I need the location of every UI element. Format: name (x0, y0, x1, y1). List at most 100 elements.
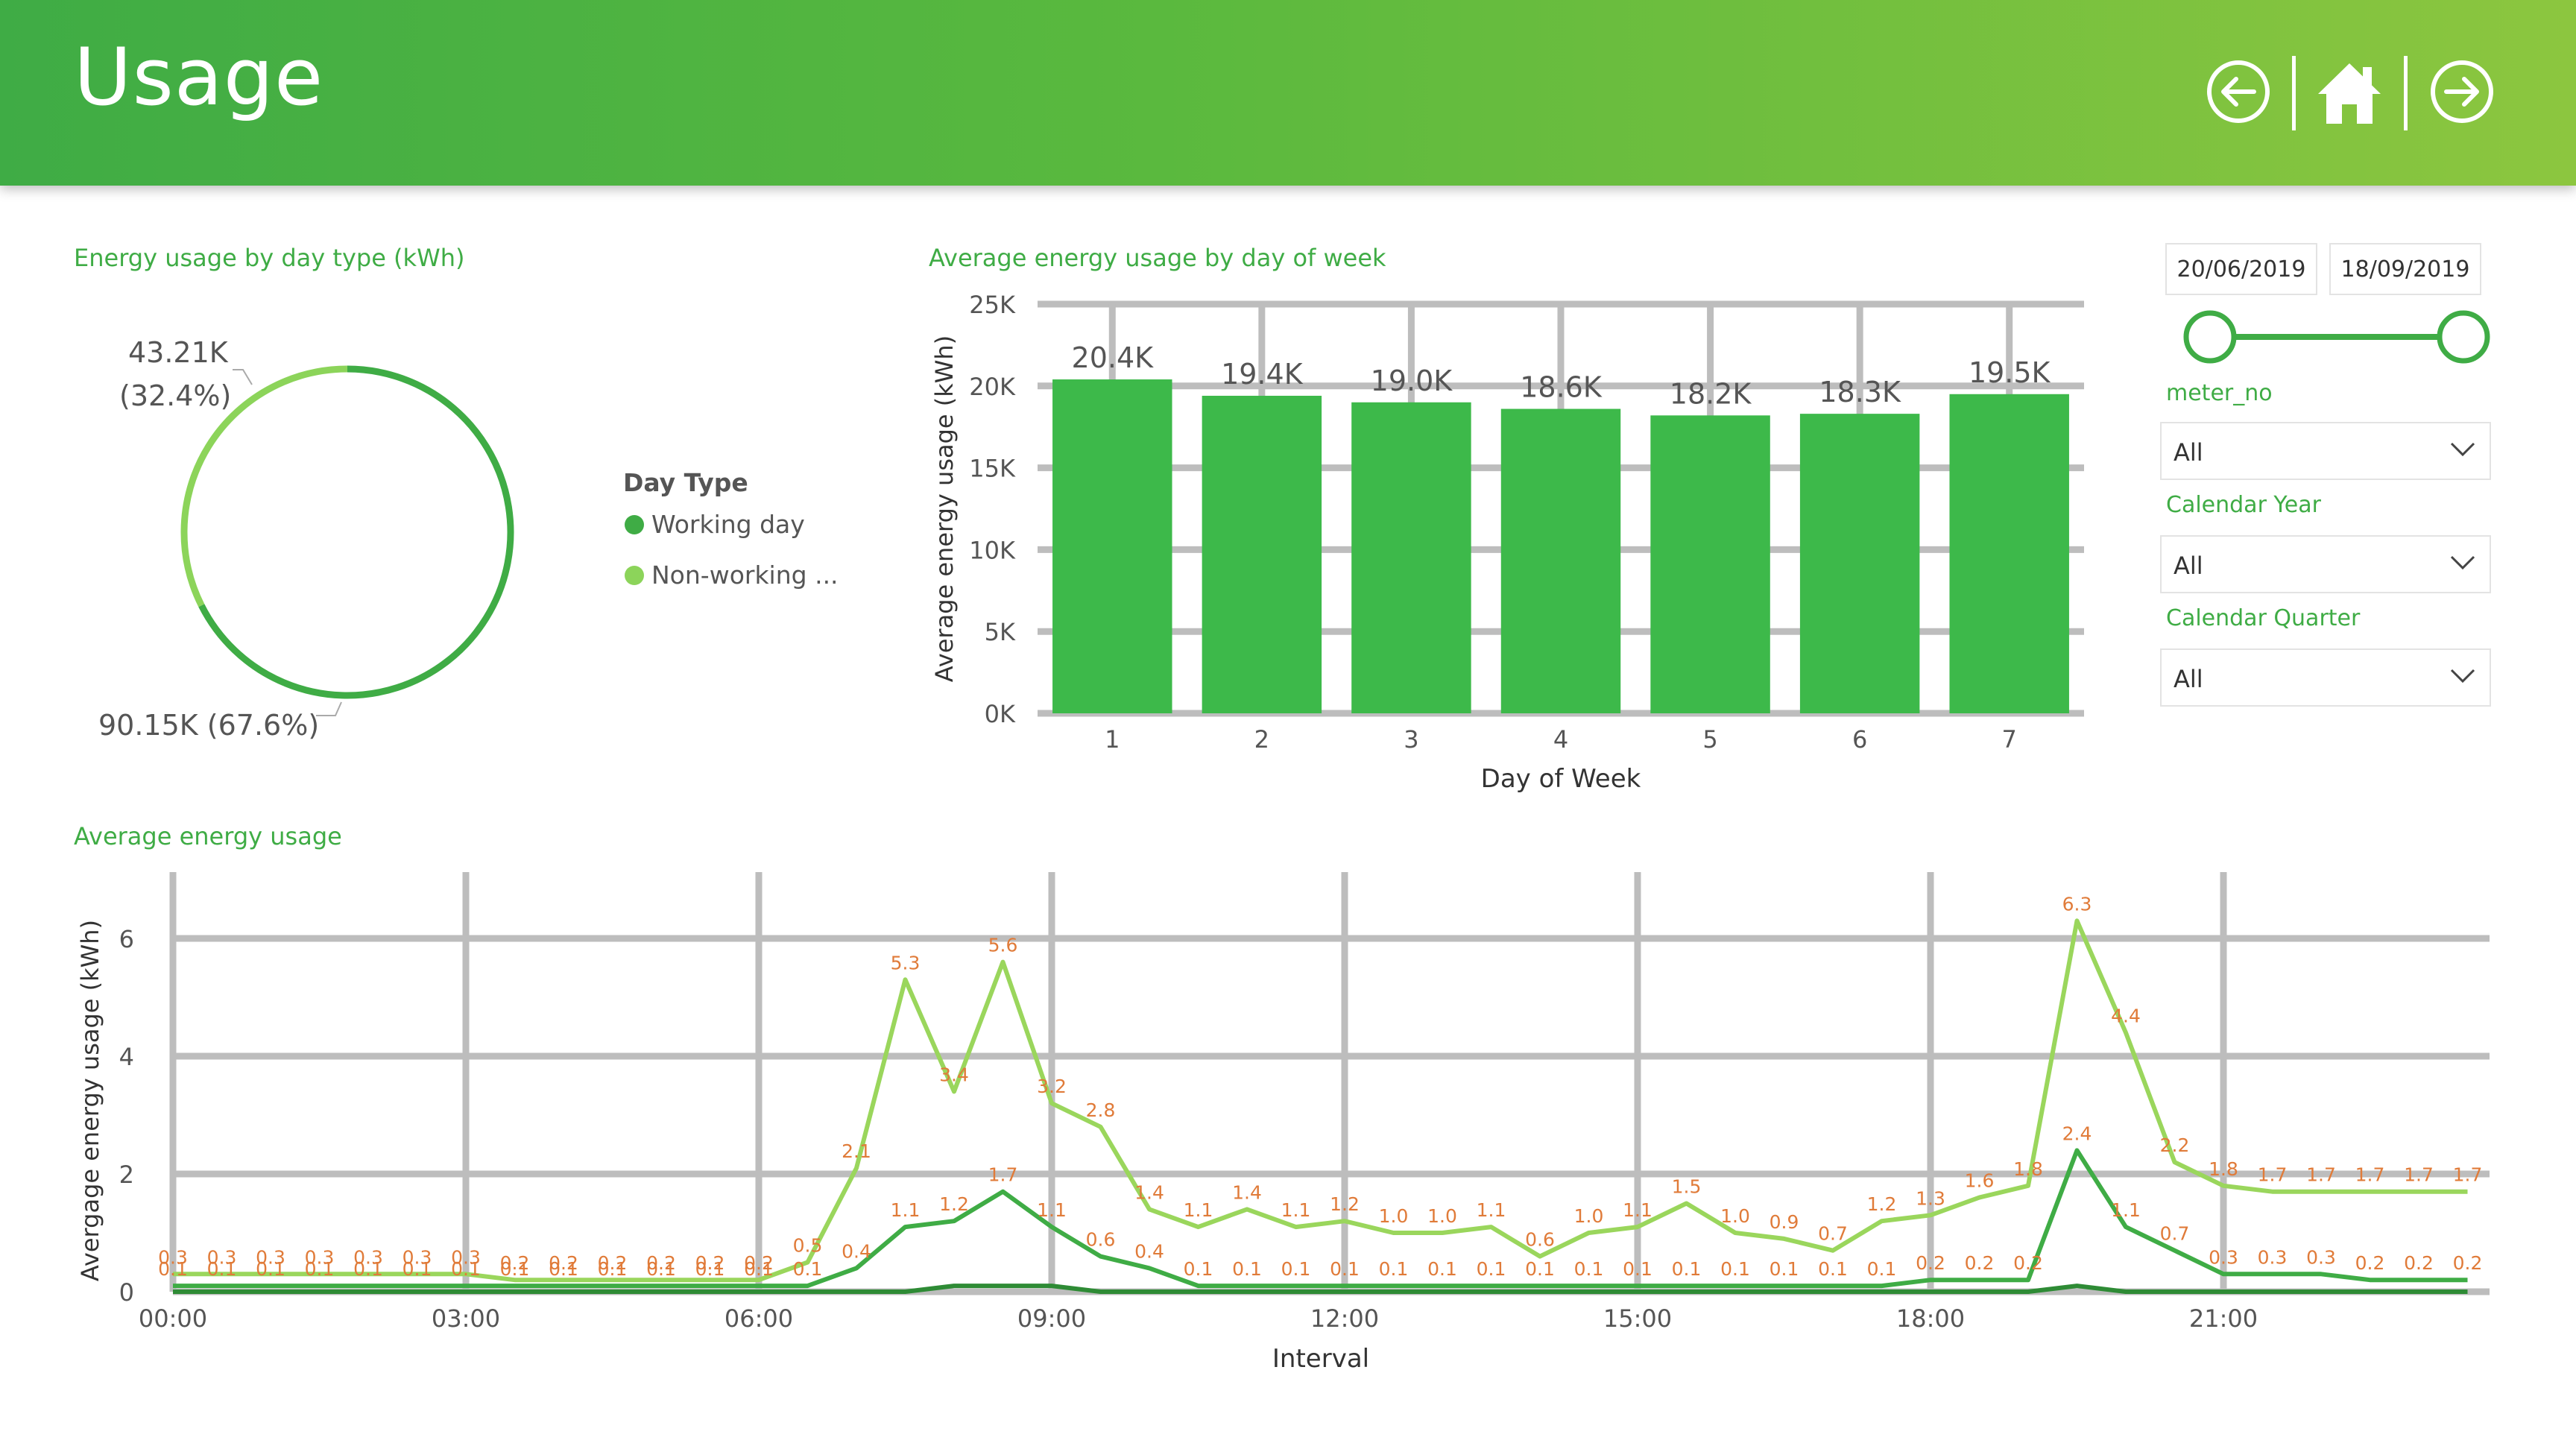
slider-handle-end[interactable] (2437, 310, 2490, 364)
line-x-tick-label: 03:00 (432, 1304, 500, 1333)
line-data-label: 0.1 (256, 1258, 285, 1280)
year-dropdown[interactable]: All (2160, 535, 2491, 593)
bar[interactable] (1949, 394, 2069, 713)
line-data-label: 1.1 (1477, 1199, 1506, 1221)
line-data-label: 0.2 (549, 1252, 578, 1274)
line-data-label: 1.2 (1867, 1193, 1897, 1215)
year-slicer-label: Calendar Year (2166, 492, 2321, 518)
line-y-axis-label: Avergage energy usage (kWh) (76, 920, 104, 1281)
line-y-tick-label: 0 (119, 1278, 134, 1307)
line-data-label: 0.2 (2013, 1252, 2043, 1274)
donut-leader-line (316, 701, 342, 716)
line-data-label: 1.2 (939, 1193, 969, 1215)
line-data-label: 3.2 (1037, 1076, 1067, 1097)
line-data-label: 2.1 (842, 1140, 871, 1162)
slider-handle-start[interactable] (2183, 310, 2237, 364)
line-data-label: 0.2 (598, 1252, 628, 1274)
line-data-label: 0.6 (1525, 1229, 1555, 1251)
line-series-1[interactable] (173, 918, 2468, 1283)
chevron-down-icon (2450, 669, 2475, 684)
legend-item-working[interactable]: Working day (625, 510, 805, 539)
bar[interactable] (1351, 402, 1471, 713)
bar-data-label: 18.2K (1670, 377, 1752, 410)
line-data-label: 5.6 (988, 935, 1018, 956)
line-x-tick-label: 12:00 (1310, 1304, 1379, 1333)
line-data-label: 1.7 (2404, 1164, 2434, 1186)
line-data-label: 1.7 (2258, 1164, 2288, 1186)
date-range-slider[interactable] (2180, 306, 2501, 373)
line-data-label: 0.2 (744, 1252, 774, 1274)
bar[interactable] (1650, 415, 1770, 713)
bar-y-tick-label: 15K (969, 455, 1016, 483)
bar-y-tick-label: 0K (985, 700, 1016, 728)
quarter-dropdown[interactable]: All (2160, 648, 2491, 707)
line-x-axis-label: Interval (1272, 1344, 1369, 1374)
line-data-label: 0.1 (646, 1258, 676, 1280)
date-end-input[interactable]: 18/09/2019 (2329, 243, 2481, 295)
line-data-label: 1.2 (1330, 1193, 1360, 1215)
line-data-label: 1.7 (2306, 1164, 2336, 1186)
chevron-down-icon (2450, 555, 2475, 570)
bar-x-tick-label: 1 (1105, 725, 1120, 754)
line-data-label: 0.1 (1477, 1258, 1506, 1280)
bar-x-tick-label: 7 (2002, 725, 2017, 754)
line-data-label: 0.1 (402, 1258, 432, 1280)
line-x-tick-label: 00:00 (139, 1304, 207, 1333)
legend-label: Working day (651, 510, 805, 539)
legend-dot (625, 514, 644, 534)
nav-separator (2292, 56, 2296, 130)
donut-slice-working[interactable] (198, 365, 514, 699)
page-header: Usage (0, 0, 2576, 186)
date-start-input[interactable]: 20/06/2019 (2165, 243, 2317, 295)
line-data-label: 1.8 (2013, 1158, 2043, 1180)
line-data-label: 0.1 (353, 1258, 383, 1280)
line-data-label: 0.2 (2355, 1252, 2385, 1274)
bar-data-label: 20.4K (1072, 341, 1155, 374)
line-series-2[interactable] (173, 1148, 2468, 1289)
bar-x-tick-label: 3 (1404, 725, 1418, 754)
bar[interactable] (1202, 395, 1322, 713)
line-chart-title: Average energy usage (74, 822, 342, 850)
line-data-label: 0.1 (549, 1258, 578, 1280)
legend-label: Non-working ... (651, 561, 839, 590)
bar-y-tick-label: 10K (969, 536, 1016, 564)
nav-separator (2404, 56, 2408, 130)
line-chart: 0 2 4 6 00:00 03:00 06:00 09:00 12:00 15:00 18:00 2… (76, 872, 2490, 1374)
line-data-label: 0.4 (842, 1240, 871, 1262)
line-data-label: 0.4 (1134, 1240, 1164, 1262)
line-x-tick-label: 06:00 (724, 1304, 793, 1333)
forward-arrow-icon[interactable] (2428, 58, 2496, 125)
line-series-3[interactable] (173, 1284, 2468, 1294)
line-data-label: 0.1 (1770, 1258, 1799, 1280)
line-data-label: 0.1 (1184, 1258, 1213, 1280)
bar-x-axis-label: Day of Week (1481, 764, 1641, 794)
bar-y-tick-label: 25K (969, 291, 1016, 319)
back-arrow-icon[interactable] (2205, 58, 2272, 125)
line-data-label: 1.7 (988, 1164, 1018, 1186)
line-data-label: 0.1 (1330, 1258, 1360, 1280)
line-data-label: 6.3 (2062, 893, 2092, 915)
bar[interactable] (1799, 414, 1920, 713)
line-data-label: 1.8 (2209, 1158, 2238, 1180)
line-data-label: 0.2 (2404, 1252, 2434, 1274)
line-data-label: 0.2 (500, 1252, 530, 1274)
donut-slice-nonworking[interactable] (180, 365, 348, 607)
bar[interactable] (1500, 408, 1621, 713)
bar-data-label: 19.5K (1969, 356, 2051, 389)
bar-data-label: 19.4K (1221, 358, 1304, 391)
line-data-label: 0.3 (2306, 1246, 2336, 1268)
line-x-tick-label: 15:00 (1603, 1304, 1672, 1333)
home-icon[interactable] (2316, 60, 2383, 127)
bar[interactable] (1052, 379, 1172, 713)
line-data-label: 0.3 (2209, 1246, 2238, 1268)
legend-item-nonworking[interactable]: Non-working ... (625, 561, 839, 590)
line-data-label: 0.2 (1965, 1252, 1995, 1274)
bar-x-tick-label: 2 (1254, 725, 1269, 754)
line-data-label: 3.4 (939, 1064, 969, 1085)
line-data-label: 0.1 (1525, 1258, 1555, 1280)
line-x-tick-label: 18:00 (1896, 1304, 1965, 1333)
line-data-label: 0.3 (256, 1246, 285, 1268)
meter-dropdown[interactable]: All (2160, 422, 2491, 480)
bar-data-label: 19.0K (1371, 364, 1453, 397)
line-data-label: 1.7 (2355, 1164, 2385, 1186)
